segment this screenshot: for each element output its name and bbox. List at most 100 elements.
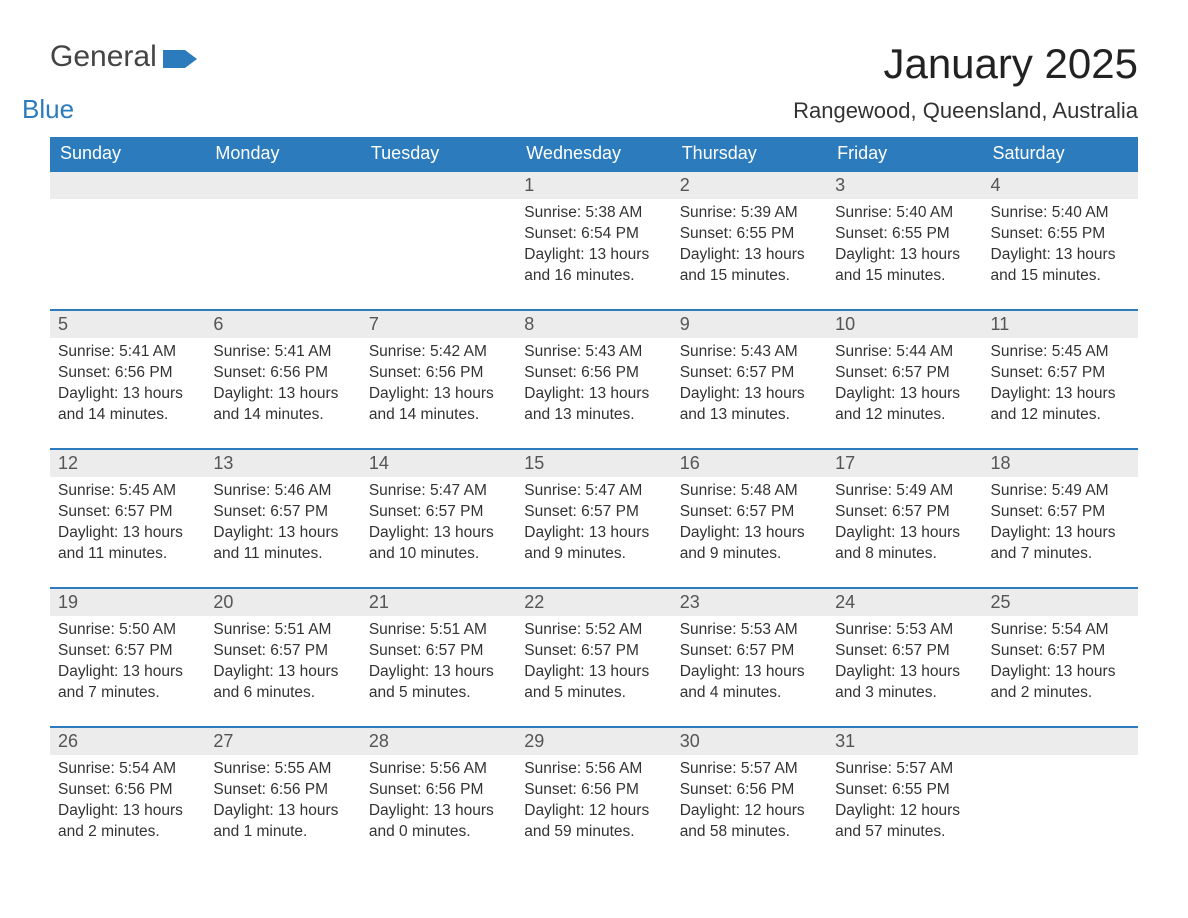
sunrise-line: Sunrise: 5:47 AM [524,481,663,502]
day-number: 30 [672,728,827,755]
sunset-line: Sunset: 6:56 PM [213,780,352,801]
day-number: 31 [827,728,982,755]
day-body [205,199,360,309]
weekday-header: Wednesday [516,137,671,171]
calendar-cell: 20Sunrise: 5:51 AMSunset: 6:57 PMDayligh… [205,588,360,727]
calendar-cell: 18Sunrise: 5:49 AMSunset: 6:57 PMDayligh… [983,449,1138,588]
day-number: 15 [516,450,671,477]
sunrise-line: Sunrise: 5:38 AM [524,203,663,224]
daylight-line: Daylight: 13 hours and 3 minutes. [835,662,974,704]
sunset-line: Sunset: 6:56 PM [524,363,663,384]
weekday-header: Sunday [50,137,205,171]
calendar-cell: 6Sunrise: 5:41 AMSunset: 6:56 PMDaylight… [205,310,360,449]
daylight-line: Daylight: 13 hours and 12 minutes. [991,384,1130,426]
day-body [361,199,516,309]
day-body: Sunrise: 5:47 AMSunset: 6:57 PMDaylight:… [361,477,516,587]
sunrise-line: Sunrise: 5:51 AM [369,620,508,641]
calendar-week-row: 1Sunrise: 5:38 AMSunset: 6:54 PMDaylight… [50,171,1138,310]
sunrise-line: Sunrise: 5:57 AM [680,759,819,780]
day-body: Sunrise: 5:57 AMSunset: 6:55 PMDaylight:… [827,755,982,865]
sunrise-line: Sunrise: 5:50 AM [58,620,197,641]
sunset-line: Sunset: 6:57 PM [58,502,197,523]
sunset-line: Sunset: 6:56 PM [58,780,197,801]
calendar-cell: 14Sunrise: 5:47 AMSunset: 6:57 PMDayligh… [361,449,516,588]
sunset-line: Sunset: 6:57 PM [213,502,352,523]
calendar-week-row: 5Sunrise: 5:41 AMSunset: 6:56 PMDaylight… [50,310,1138,449]
sunset-line: Sunset: 6:56 PM [524,780,663,801]
sunrise-line: Sunrise: 5:56 AM [369,759,508,780]
day-number: 20 [205,589,360,616]
day-number: 7 [361,311,516,338]
day-number: 27 [205,728,360,755]
sunrise-line: Sunrise: 5:54 AM [991,620,1130,641]
day-body: Sunrise: 5:45 AMSunset: 6:57 PMDaylight:… [50,477,205,587]
sunset-line: Sunset: 6:57 PM [835,641,974,662]
sunrise-line: Sunrise: 5:49 AM [991,481,1130,502]
calendar-cell: 19Sunrise: 5:50 AMSunset: 6:57 PMDayligh… [50,588,205,727]
day-body: Sunrise: 5:56 AMSunset: 6:56 PMDaylight:… [361,755,516,865]
sunset-line: Sunset: 6:57 PM [369,641,508,662]
day-number [50,172,205,199]
day-number: 21 [361,589,516,616]
sunrise-line: Sunrise: 5:46 AM [213,481,352,502]
day-body [983,755,1138,865]
weekday-header: Monday [205,137,360,171]
daylight-line: Daylight: 13 hours and 16 minutes. [524,245,663,287]
sunset-line: Sunset: 6:57 PM [991,641,1130,662]
day-body: Sunrise: 5:51 AMSunset: 6:57 PMDaylight:… [361,616,516,726]
day-number: 12 [50,450,205,477]
calendar-cell: 21Sunrise: 5:51 AMSunset: 6:57 PMDayligh… [361,588,516,727]
weekday-header: Friday [827,137,982,171]
calendar-cell: 24Sunrise: 5:53 AMSunset: 6:57 PMDayligh… [827,588,982,727]
daylight-line: Daylight: 13 hours and 7 minutes. [991,523,1130,565]
day-body: Sunrise: 5:46 AMSunset: 6:57 PMDaylight:… [205,477,360,587]
sunrise-line: Sunrise: 5:39 AM [680,203,819,224]
day-number: 4 [983,172,1138,199]
day-number: 8 [516,311,671,338]
daylight-line: Daylight: 13 hours and 14 minutes. [213,384,352,426]
page-title: January 2025 [793,40,1138,88]
sunset-line: Sunset: 6:55 PM [991,224,1130,245]
calendar-week-row: 26Sunrise: 5:54 AMSunset: 6:56 PMDayligh… [50,727,1138,865]
daylight-line: Daylight: 13 hours and 12 minutes. [835,384,974,426]
calendar-cell: 10Sunrise: 5:44 AMSunset: 6:57 PMDayligh… [827,310,982,449]
brand-logo: General Blue [50,40,197,125]
day-body: Sunrise: 5:43 AMSunset: 6:56 PMDaylight:… [516,338,671,448]
calendar-cell: 2Sunrise: 5:39 AMSunset: 6:55 PMDaylight… [672,171,827,310]
day-body: Sunrise: 5:43 AMSunset: 6:57 PMDaylight:… [672,338,827,448]
sunset-line: Sunset: 6:57 PM [524,641,663,662]
calendar-cell: 15Sunrise: 5:47 AMSunset: 6:57 PMDayligh… [516,449,671,588]
day-body: Sunrise: 5:52 AMSunset: 6:57 PMDaylight:… [516,616,671,726]
day-body: Sunrise: 5:38 AMSunset: 6:54 PMDaylight:… [516,199,671,309]
day-body: Sunrise: 5:51 AMSunset: 6:57 PMDaylight:… [205,616,360,726]
day-body: Sunrise: 5:57 AMSunset: 6:56 PMDaylight:… [672,755,827,865]
calendar-cell: 1Sunrise: 5:38 AMSunset: 6:54 PMDaylight… [516,171,671,310]
calendar-cell: 4Sunrise: 5:40 AMSunset: 6:55 PMDaylight… [983,171,1138,310]
day-body: Sunrise: 5:54 AMSunset: 6:56 PMDaylight:… [50,755,205,865]
sunrise-line: Sunrise: 5:47 AM [369,481,508,502]
sunrise-line: Sunrise: 5:40 AM [991,203,1130,224]
calendar-cell: 8Sunrise: 5:43 AMSunset: 6:56 PMDaylight… [516,310,671,449]
daylight-line: Daylight: 13 hours and 9 minutes. [680,523,819,565]
calendar-cell: 28Sunrise: 5:56 AMSunset: 6:56 PMDayligh… [361,727,516,865]
sunset-line: Sunset: 6:55 PM [680,224,819,245]
daylight-line: Daylight: 13 hours and 1 minute. [213,801,352,843]
daylight-line: Daylight: 13 hours and 14 minutes. [58,384,197,426]
calendar-cell: 12Sunrise: 5:45 AMSunset: 6:57 PMDayligh… [50,449,205,588]
daylight-line: Daylight: 13 hours and 14 minutes. [369,384,508,426]
calendar-cell: 26Sunrise: 5:54 AMSunset: 6:56 PMDayligh… [50,727,205,865]
day-body: Sunrise: 5:41 AMSunset: 6:56 PMDaylight:… [50,338,205,448]
day-number: 28 [361,728,516,755]
calendar-cell: 23Sunrise: 5:53 AMSunset: 6:57 PMDayligh… [672,588,827,727]
day-number: 17 [827,450,982,477]
daylight-line: Daylight: 13 hours and 11 minutes. [213,523,352,565]
sunrise-line: Sunrise: 5:54 AM [58,759,197,780]
day-number: 16 [672,450,827,477]
day-number [983,728,1138,755]
daylight-line: Daylight: 13 hours and 5 minutes. [524,662,663,704]
sunset-line: Sunset: 6:57 PM [369,502,508,523]
sunset-line: Sunset: 6:56 PM [213,363,352,384]
calendar-cell: 27Sunrise: 5:55 AMSunset: 6:56 PMDayligh… [205,727,360,865]
calendar-cell: 17Sunrise: 5:49 AMSunset: 6:57 PMDayligh… [827,449,982,588]
sunset-line: Sunset: 6:56 PM [680,780,819,801]
